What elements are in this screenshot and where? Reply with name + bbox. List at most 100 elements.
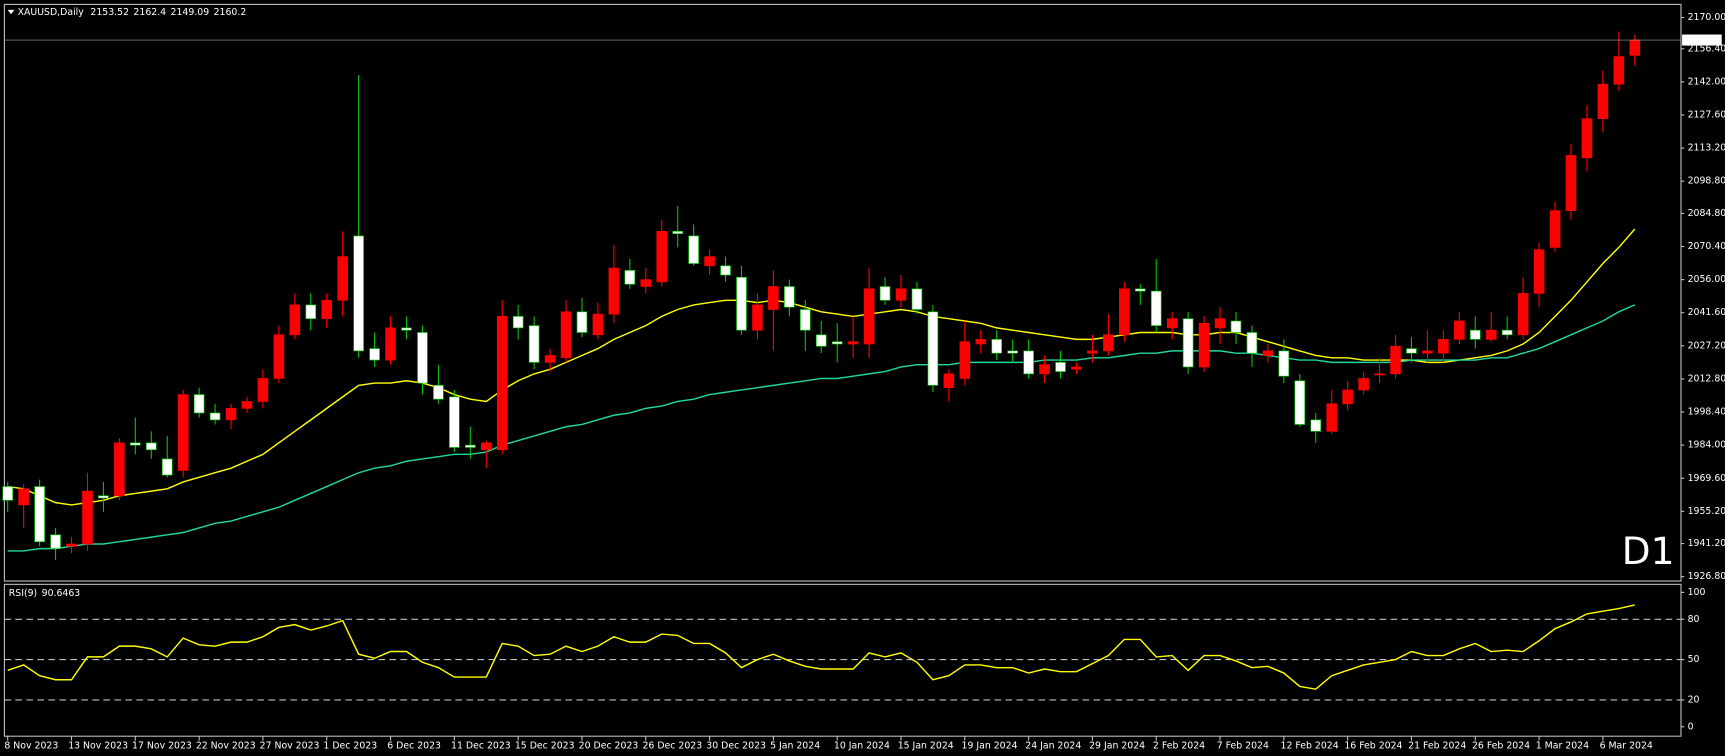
candle-body (768, 286, 779, 310)
candle-body (1246, 332, 1258, 354)
x-tick-label: 19 Jan 2024 (962, 741, 1018, 752)
candle-body (18, 488, 29, 506)
candle-body (145, 442, 157, 451)
candle-body (1182, 318, 1194, 368)
x-tick-label: 16 Feb 2024 (1344, 741, 1402, 752)
candle-body (1485, 329, 1497, 340)
candle-body (991, 339, 1002, 354)
candle-body (943, 373, 955, 389)
candle-body (895, 288, 907, 301)
x-tick-label: 29 Jan 2024 (1089, 741, 1145, 752)
candle-body (82, 490, 93, 545)
x-tick-label: 17 Nov 2023 (132, 741, 192, 752)
candle-body (640, 279, 652, 287)
chart-header: XAUUSD,Daily 2153.52 2162.4 2149.09 2160.2 (18, 7, 247, 18)
candle-body (528, 325, 540, 363)
x-tick-label: 1 Mar 2024 (1536, 741, 1589, 752)
candle-body (959, 341, 971, 379)
candle-body (177, 394, 189, 471)
candle-body (847, 341, 859, 345)
y-tick-label: 1969.60 (1688, 473, 1725, 484)
candle-body (927, 311, 939, 386)
candle-body (1007, 350, 1018, 354)
candle-body (480, 442, 492, 451)
high-value: 2162.4 (133, 7, 166, 18)
candle-body (305, 304, 317, 320)
x-tick-label: 30 Dec 2023 (706, 741, 766, 752)
y-tick-label: 2027.20 (1688, 340, 1725, 351)
candle-body (1454, 320, 1465, 340)
candle-body (1517, 293, 1529, 336)
rsi-title: RSI(9) (9, 588, 37, 599)
candle-body (66, 543, 77, 547)
y-tick-label: 2142.00 (1688, 76, 1725, 87)
y-tick-label: 2056.00 (1688, 274, 1725, 285)
candle-body (863, 288, 875, 345)
candle-body (34, 486, 45, 543)
candle-body (1071, 366, 1082, 370)
symbol-title: XAUUSD,Daily (18, 7, 85, 18)
y-tick-label: 2127.60 (1688, 109, 1725, 120)
candle-body (1262, 350, 1274, 356)
x-tick-label: 21 Feb 2024 (1408, 741, 1466, 752)
candle-body (736, 276, 747, 331)
candle-body (1501, 329, 1513, 336)
candle-body (879, 286, 891, 301)
candle-body (1294, 380, 1306, 425)
candle-body (289, 304, 301, 336)
candle-body (704, 256, 715, 267)
candle-body (831, 341, 843, 345)
candle-body (1166, 318, 1178, 329)
y-tick-label: 1955.20 (1688, 506, 1725, 517)
x-tick-label: 26 Feb 2024 (1472, 741, 1530, 752)
candle-body (544, 355, 556, 363)
candle-body (385, 327, 396, 361)
price-label-bg (1682, 34, 1722, 46)
candle-body (225, 408, 237, 421)
candle-body (50, 534, 61, 549)
y-tick-label: 2084.80 (1688, 208, 1725, 219)
candle-body (369, 348, 380, 361)
x-tick-label: 22 Nov 2023 (196, 741, 256, 752)
candle-body (560, 311, 572, 359)
candle-body (130, 442, 141, 446)
candle-body (257, 378, 269, 402)
y-tick-label: 80 (1688, 614, 1700, 625)
candle-body (1039, 364, 1050, 375)
low-value: 2149.09 (171, 7, 210, 18)
x-tick-label: 1 Dec 2023 (323, 741, 377, 752)
y-tick-label: 2113.20 (1688, 143, 1725, 154)
y-tick-label: 2041.60 (1688, 307, 1725, 318)
candle-body (1326, 403, 1337, 432)
x-tick-label: 27 Nov 2023 (260, 741, 320, 752)
candle-body (592, 313, 604, 336)
price-label: 2160.2 (1686, 35, 1719, 46)
y-tick-label: 2170.00 (1688, 12, 1725, 23)
rsi-value: 90.6463 (42, 588, 81, 599)
candle-body (353, 235, 364, 352)
x-tick-label: 20 Dec 2023 (579, 741, 639, 752)
y-tick-label: 2156.40 (1688, 43, 1725, 54)
rsi-frame (3, 583, 1682, 737)
candle-body (337, 256, 348, 301)
y-tick-label: 1941.20 (1688, 538, 1725, 549)
candle-body (1358, 378, 1369, 391)
candle-body (576, 311, 588, 333)
timeframe-annotation: D1 (1622, 529, 1675, 573)
x-tick-label: 6 Mar 2024 (1600, 741, 1653, 752)
candle-body (273, 334, 285, 379)
candle-body (624, 270, 636, 285)
candle-body (1214, 318, 1226, 329)
x-tick-label: 24 Jan 2024 (1025, 741, 1081, 752)
candle-body (1278, 350, 1290, 377)
menu-triangle (7, 9, 15, 15)
y-tick-label: 2098.80 (1688, 176, 1725, 187)
candle-body (656, 230, 668, 283)
rsi-header: RSI(9) 90.6463 (9, 588, 81, 599)
y-tick-label: 2012.80 (1688, 373, 1725, 384)
y-tick-label: 1998.40 (1688, 407, 1725, 418)
candle-body (417, 332, 428, 384)
candle-body (1198, 322, 1210, 368)
candle-body (1023, 350, 1034, 375)
